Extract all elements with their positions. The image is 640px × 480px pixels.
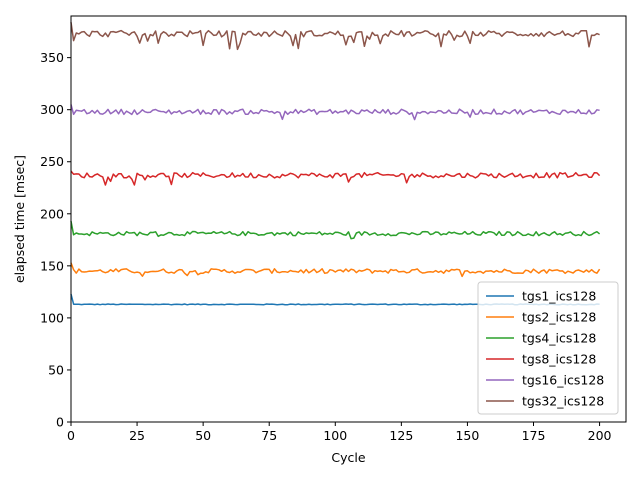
series-line-tgs8_ics128 — [70, 170, 601, 186]
legend-entry: tgs1_ics128 — [522, 289, 596, 304]
x-tick-label: 0 — [67, 428, 75, 443]
y-axis-label: elapsed time [msec] — [12, 155, 27, 283]
x-tick-label: 200 — [588, 428, 612, 443]
y-tick-label: 50 — [48, 362, 64, 377]
legend-entry: tgs4_ics128 — [522, 331, 596, 346]
y-tick-label: 200 — [40, 206, 64, 221]
series-line-tgs2_ics128 — [70, 262, 601, 278]
legend-box — [477, 281, 619, 415]
legend: tgs1_ics128 tgs2_ics128 tgs4_ics128 tgs8_ic… — [477, 281, 619, 415]
x-tick-label: 75 — [261, 428, 277, 443]
x-tick-label: 100 — [323, 428, 347, 443]
plot-lines — [70, 22, 601, 306]
x-axis: 0 25 50 75 100 125 150 175 200 — [67, 422, 612, 443]
plot-frame — [70, 15, 627, 423]
series-line-tgs4_ics128 — [70, 220, 601, 240]
x-tick-label: 175 — [522, 428, 546, 443]
legend-entry: tgs2_ics128 — [522, 310, 596, 325]
y-tick-label: 350 — [40, 50, 64, 65]
x-tick-label: 150 — [455, 428, 479, 443]
y-tick-label: 0 — [56, 415, 64, 430]
y-tick-label: 150 — [40, 258, 64, 273]
y-tick-label: 100 — [40, 310, 64, 325]
x-tick-label: 50 — [195, 428, 211, 443]
series-line-tgs32_ics128 — [70, 22, 600, 51]
x-tick-label: 25 — [129, 428, 145, 443]
legend-entry: tgs32_ics128 — [522, 394, 604, 409]
x-axis-label: Cycle — [331, 450, 365, 465]
legend-entry: tgs16_ics128 — [522, 373, 604, 388]
series-line-tgs16_ics128 — [70, 104, 600, 121]
x-tick-label: 125 — [389, 428, 413, 443]
y-tick-label: 300 — [40, 102, 64, 117]
y-axis: 0 50 100 150 200 250 300 350 — [40, 50, 71, 430]
legend-entry: tgs8_ics128 — [522, 352, 596, 367]
y-tick-label: 250 — [40, 154, 64, 169]
